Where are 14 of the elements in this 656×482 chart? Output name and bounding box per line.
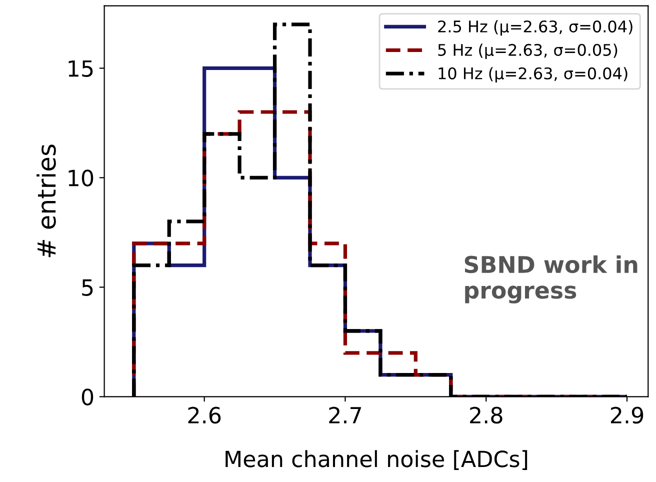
y-tick-label: 0 <box>82 388 94 406</box>
y-tick-label: 10 <box>68 170 94 186</box>
y-tick-label: 15 <box>68 60 93 77</box>
legend-label: 5 Hz (μ=2.63, σ=0.05) <box>438 44 618 60</box>
x-tick-label: 2.7 <box>329 406 361 424</box>
x-tick-label: 2.8 <box>470 406 502 424</box>
annotation: SBND work in progress <box>464 255 638 304</box>
x-tick-label: 2.6 <box>188 406 221 424</box>
x-axis-title: Mean channel noise [ADCs] <box>226 450 528 470</box>
legend-label: 2.5 Hz (μ=2.63, σ=0.04) <box>438 20 632 36</box>
legend-label: 10 Hz (μ=2.63, σ=0.04) <box>438 67 628 83</box>
y-tick-label: 5 <box>82 279 93 296</box>
x-tick-label: 2.9 <box>610 406 644 424</box>
y-axis-title: # entries <box>36 144 56 258</box>
